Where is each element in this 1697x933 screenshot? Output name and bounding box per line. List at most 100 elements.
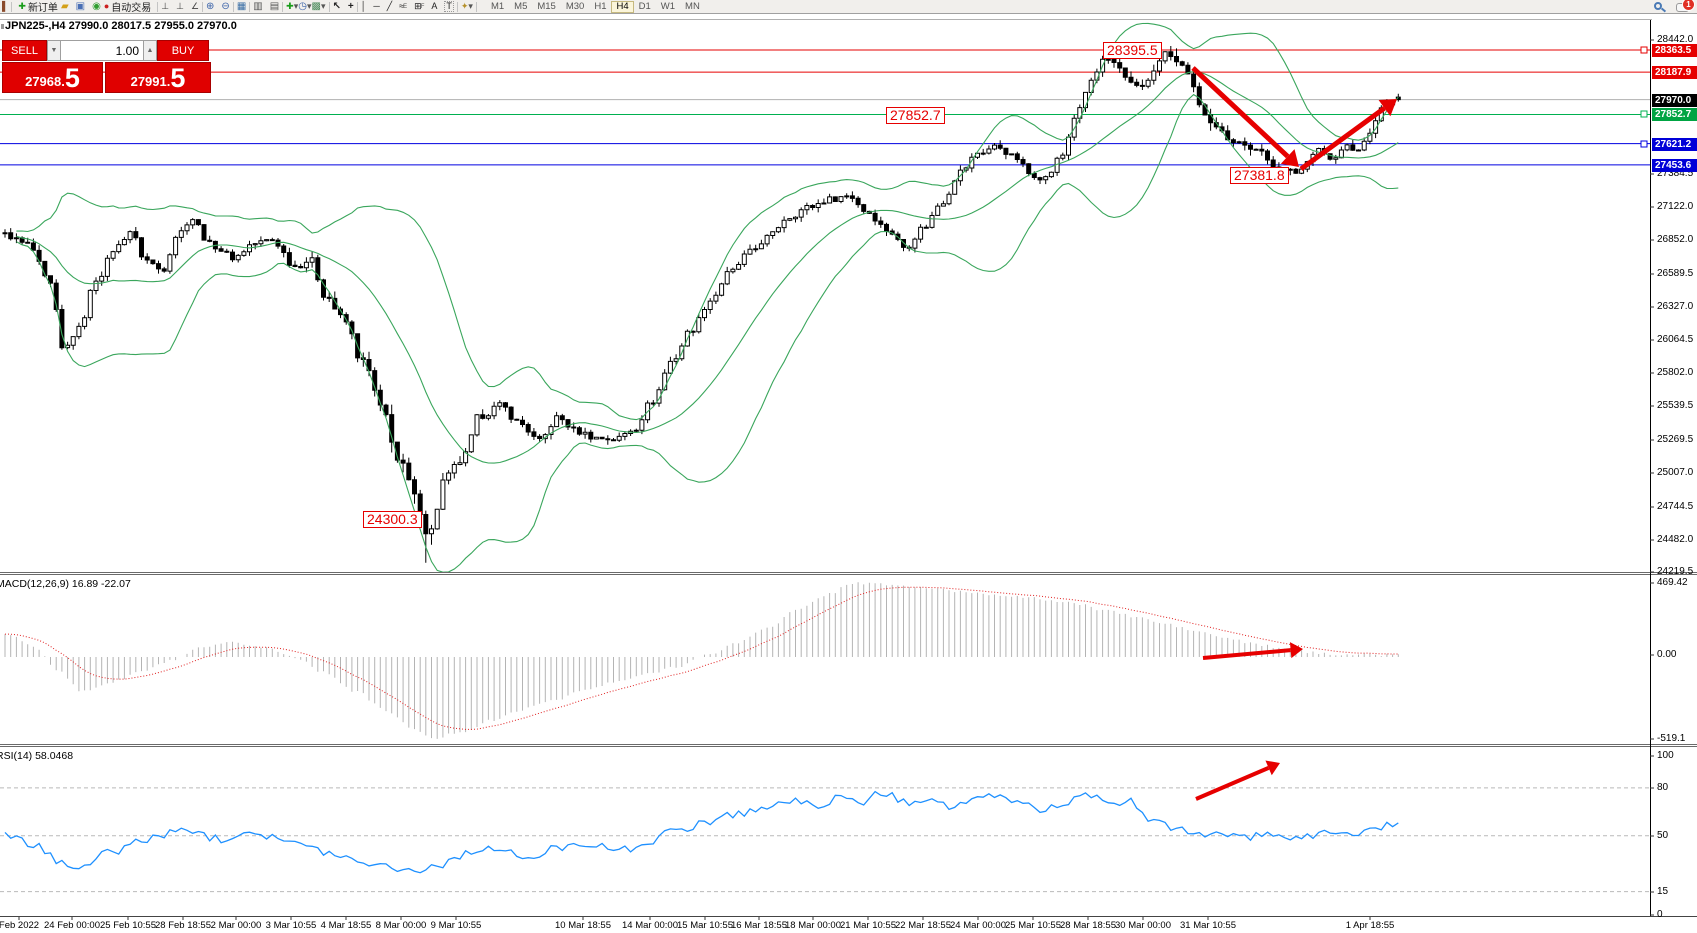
profile-icon[interactable]: ▰ xyxy=(60,1,69,12)
new-order-button[interactable]: ✚ 新订单 xyxy=(15,0,61,14)
time-label: 14 Mar 00:00 xyxy=(622,920,678,931)
vertical-line-tool-icon[interactable]: │ xyxy=(360,1,367,11)
indicators-icon[interactable]: ✚ xyxy=(286,1,294,11)
zoom-in-icon[interactable]: ⊕ xyxy=(206,1,215,12)
sell-button[interactable]: SELL xyxy=(2,40,47,61)
main-toolbar: ▌ ✚ 新订单 ▰ ▣ ◉ ● 自动交易 ⊥ ⊥ ∠ ⊕ ⊖ ▦ ▥ ▤ ✚ ▾… xyxy=(0,0,1697,14)
crosshair-icon[interactable]: + xyxy=(347,1,354,12)
periods-caret-icon[interactable]: ▾ xyxy=(306,1,312,11)
auto-scroll-icon[interactable]: ∠ xyxy=(190,1,200,11)
time-label: 2 Mar 00:00 xyxy=(210,920,262,931)
time-label: 31 Mar 10:55 xyxy=(1180,920,1236,931)
autotrade-icon: ● xyxy=(103,1,110,11)
periods-icon[interactable]: ◷ xyxy=(298,1,307,12)
time-label: 8 Mar 00:00 xyxy=(375,920,427,931)
arrows-caret-icon[interactable]: ▾ xyxy=(468,1,473,11)
timeframe-MN[interactable]: MN xyxy=(685,1,700,12)
sell-price[interactable]: 27968. 5 xyxy=(2,62,103,93)
trend-arrow[interactable] xyxy=(1195,766,1270,801)
indicators-caret-icon[interactable]: ▾ xyxy=(293,1,299,11)
time-label: 25 Feb 10:55 xyxy=(100,920,156,931)
time-label: 30 Mar 00:00 xyxy=(1115,920,1171,931)
trend-arrow[interactable] xyxy=(1299,106,1386,172)
timeframe-group: M1 M5 M15 M30 H1 H4 D1 W1 MN xyxy=(486,0,705,13)
tile-windows-icon[interactable]: ▦ xyxy=(236,1,247,12)
horizontal-line-tool-icon[interactable]: ─ xyxy=(373,1,380,11)
price-tick: 25007.0 xyxy=(1657,467,1694,478)
price-tick: 26327.0 xyxy=(1657,301,1694,312)
time-label: 21 Mar 10:55 xyxy=(840,920,896,931)
macd-pane[interactable] xyxy=(4,582,1399,739)
bar-chart-icon[interactable]: ▥ xyxy=(253,1,263,12)
time-label: 4 Mar 18:55 xyxy=(320,920,372,931)
templates-caret-icon[interactable]: ▾ xyxy=(320,1,326,11)
clipped-icon: ▌ xyxy=(2,1,9,11)
time-label: 3 Mar 10:55 xyxy=(265,920,317,931)
trend-arrow[interactable] xyxy=(1191,66,1290,159)
price-tag: 28363.5 xyxy=(1652,43,1697,57)
trendline-tool-icon[interactable]: ╱ xyxy=(386,1,393,11)
time-label: 28 Mar 18:55 xyxy=(1060,920,1116,931)
notifications-icon[interactable]: 1 xyxy=(1676,0,1694,13)
autotrade-button[interactable]: ● 自动交易 xyxy=(101,0,154,14)
timeframe-M15[interactable]: M15 xyxy=(537,1,556,12)
buy-price-dot: . xyxy=(166,74,171,89)
scale-horizontal-icon[interactable]: ⊥ xyxy=(176,1,184,11)
trend-arrow[interactable] xyxy=(1202,648,1291,660)
line-handle[interactable] xyxy=(1640,110,1648,118)
signal-icon[interactable]: ◉ xyxy=(92,1,101,12)
scale-vertical-icon[interactable]: ⊥ xyxy=(161,1,170,11)
volume-increase[interactable]: ▲ xyxy=(143,40,157,61)
time-label: 1 Apr 18:55 xyxy=(1345,920,1395,931)
rsi-pane[interactable] xyxy=(0,787,1650,893)
price-tag: 27852.7 xyxy=(1652,107,1697,121)
text-tool-icon[interactable]: A xyxy=(431,1,438,11)
bollinger-upper xyxy=(16,22,1399,421)
price-tick: 24744.5 xyxy=(1657,501,1694,512)
volume-decrease[interactable]: ▼ xyxy=(47,40,61,61)
bollinger-lower xyxy=(16,93,1399,573)
buy-price[interactable]: 27991. 5 xyxy=(105,62,211,93)
cursor-icon[interactable]: ↖ xyxy=(332,1,341,12)
timeframe-M30[interactable]: M30 xyxy=(565,1,585,12)
fibonacci-tool-icon[interactable]: ⊞ xyxy=(414,1,422,11)
annotation-label[interactable]: 27852.7 xyxy=(886,107,945,124)
rsi-tick: 50 xyxy=(1657,830,1669,841)
price-tag: 27970.0 xyxy=(1652,93,1697,107)
trend-arrow-head xyxy=(1289,642,1303,659)
time-label: 10 Mar 18:55 xyxy=(555,920,611,931)
timeframe-M1[interactable]: M1 xyxy=(490,1,505,12)
macd-tick: 0.00 xyxy=(1657,649,1677,660)
price-tag: 28187.9 xyxy=(1652,65,1697,79)
timeframe-H1[interactable]: H1 xyxy=(594,1,607,12)
equidistant-channel-icon[interactable]: ≈ xyxy=(399,1,405,11)
annotation-label[interactable]: 28395.5 xyxy=(1103,42,1162,59)
price-pane[interactable] xyxy=(0,22,1650,573)
terminal-icon[interactable]: ▣ xyxy=(75,1,86,12)
templates-icon[interactable]: ▩ xyxy=(311,1,321,12)
sell-price-main: 27968 xyxy=(25,74,62,89)
fibo-sub-label: F xyxy=(420,4,425,10)
annotation-label[interactable]: 27381.8 xyxy=(1230,167,1289,184)
line-handle[interactable] xyxy=(1640,140,1648,148)
line-handle[interactable] xyxy=(1640,46,1648,54)
volume-input[interactable] xyxy=(61,40,143,61)
buy-price-fraction: 5 xyxy=(170,63,186,93)
price-tick: 26064.5 xyxy=(1657,334,1694,345)
annotation-label[interactable]: 24300.3 xyxy=(363,511,422,528)
search-icon[interactable] xyxy=(1654,1,1667,13)
timeframe-H4[interactable]: H4 xyxy=(611,0,634,13)
arrow-tools-icon[interactable]: ✦ xyxy=(460,1,469,11)
timeframe-M5[interactable]: M5 xyxy=(514,1,528,12)
price-tick: 27384.5 xyxy=(1657,168,1694,179)
text-label-tool-icon[interactable]: T xyxy=(444,1,454,12)
buy-button[interactable]: BUY xyxy=(157,40,209,61)
timeframe-W1[interactable]: W1 xyxy=(660,1,676,12)
timeframe-D1[interactable]: D1 xyxy=(638,1,651,12)
rsi-label: RSI(14) 58.0468 xyxy=(0,750,74,762)
candlestick-chart-icon[interactable]: ▤ xyxy=(269,1,280,12)
price-tick: 25802.0 xyxy=(1657,367,1694,378)
zoom-out-icon[interactable]: ⊖ xyxy=(221,1,230,12)
rsi-tick: 100 xyxy=(1657,750,1674,761)
